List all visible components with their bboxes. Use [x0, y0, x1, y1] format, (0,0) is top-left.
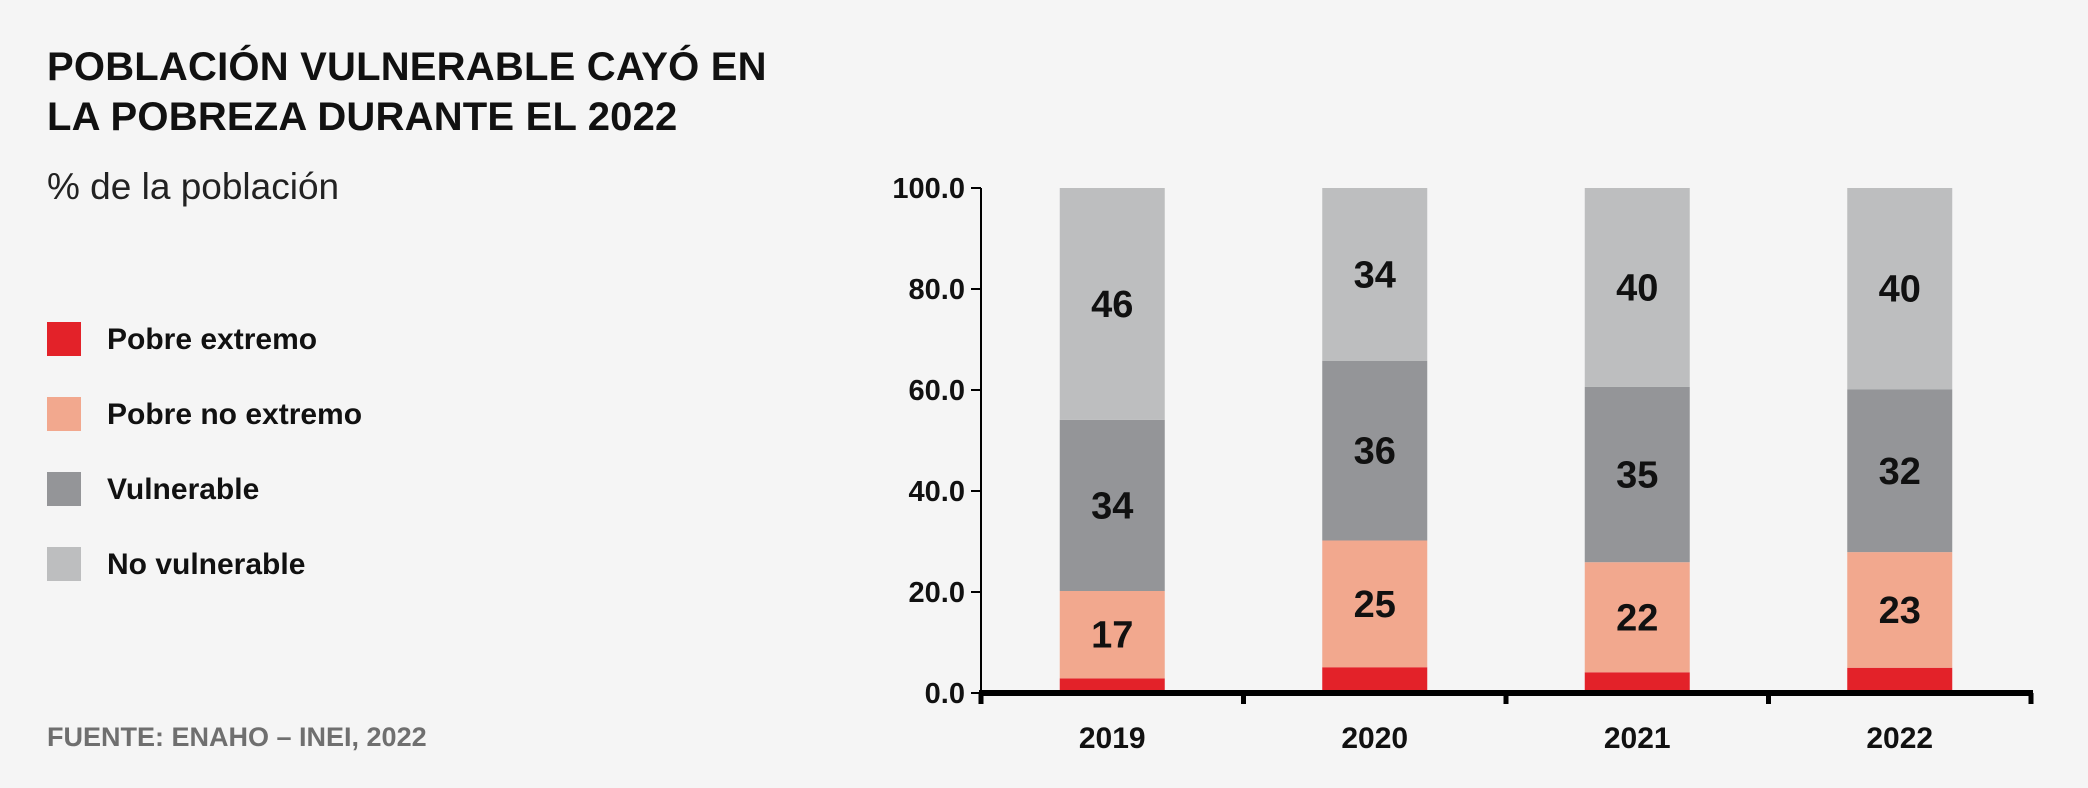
bar-segment-2021-2 — [1584, 386, 1690, 563]
bar-segment-2021-1 — [1584, 562, 1690, 673]
x-tick-label-2021: 2021 — [1604, 722, 1671, 755]
y-tick-label-1: 20.0 — [909, 577, 965, 609]
x-tick-label-2020: 2020 — [1341, 722, 1408, 755]
data-label-2021-3: 40 — [1616, 267, 1658, 309]
legend-swatch-vulnerable — [47, 472, 81, 506]
chart-title-line-2: LA POBREZA DURANTE EL 2022 — [47, 95, 678, 139]
legend-label-no-vulnerable: No vulnerable — [107, 548, 306, 581]
legend-swatch-pobre-extremo — [47, 322, 81, 356]
data-label-2022-2: 32 — [1879, 451, 1921, 493]
bar-segment-2022-3 — [1847, 188, 1953, 390]
chart-title: POBLACIÓN VULNERABLE CAYÓ EN LA POBREZA … — [47, 42, 807, 142]
legend-label-pobre-no-extremo: Pobre no extremo — [107, 398, 363, 431]
chart-title-line-1: POBLACIÓN VULNERABLE CAYÓ EN — [47, 45, 767, 89]
y-tick-label-3: 60.0 — [909, 375, 965, 407]
bar-segment-2020-0 — [1322, 667, 1428, 693]
x-tick-label-2022: 2022 — [1866, 722, 1933, 755]
data-label-2019-2: 34 — [1091, 485, 1133, 527]
data-label-2022-3: 40 — [1879, 269, 1921, 311]
data-label-2020-3: 34 — [1354, 254, 1396, 296]
data-label-2022-1: 23 — [1879, 590, 1921, 632]
bar-segment-2022-0 — [1847, 667, 1953, 693]
bar-segment-2021-3 — [1584, 188, 1690, 387]
data-label-2020-1: 25 — [1354, 584, 1396, 626]
data-label-2019-1: 17 — [1091, 615, 1133, 657]
x-tick-label-2019: 2019 — [1079, 722, 1146, 755]
bar-segment-2019-0 — [1059, 678, 1165, 693]
chart-subtitle: % de la población — [47, 166, 340, 207]
legend-label-pobre-extremo: Pobre extremo — [107, 323, 318, 356]
bar-segment-2020-1 — [1322, 540, 1428, 668]
bar-segment-2021-0 — [1584, 672, 1690, 693]
data-label-2019-3: 46 — [1091, 284, 1133, 326]
bar-segment-2019-2 — [1059, 419, 1165, 591]
legend-label-vulnerable: Vulnerable — [107, 473, 260, 506]
data-label-2021-2: 35 — [1616, 455, 1658, 497]
bar-segment-2019-1 — [1059, 590, 1165, 679]
bar-segment-2020-3 — [1322, 188, 1428, 361]
legend-swatch-no-vulnerable — [47, 547, 81, 581]
data-label-2021-1: 22 — [1616, 597, 1658, 639]
source-note: FUENTE: ENAHO – INEI, 2022 — [47, 722, 427, 752]
bar-segment-2020-2 — [1322, 360, 1428, 541]
y-tick-label-2: 40.0 — [909, 476, 965, 508]
data-label-2020-2: 36 — [1354, 431, 1396, 473]
legend-swatch-pobre-no-extremo — [47, 397, 81, 431]
y-tick-label-4: 80.0 — [909, 274, 965, 306]
y-tick-label-0: 0.0 — [925, 678, 965, 710]
y-tick-label-5: 100.0 — [892, 173, 965, 205]
bar-segment-2019-3 — [1059, 188, 1165, 420]
bar-segment-2022-2 — [1847, 389, 1953, 553]
bar-segment-2022-1 — [1847, 552, 1953, 668]
